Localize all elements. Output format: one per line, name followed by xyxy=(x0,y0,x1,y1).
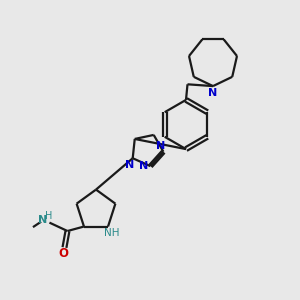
Text: N: N xyxy=(156,141,165,151)
Text: NH: NH xyxy=(104,228,119,238)
Text: H: H xyxy=(45,211,52,221)
Text: N: N xyxy=(139,161,148,171)
Text: N: N xyxy=(208,88,217,98)
Text: N: N xyxy=(125,160,134,170)
Text: N: N xyxy=(38,215,47,225)
Text: O: O xyxy=(59,247,69,260)
